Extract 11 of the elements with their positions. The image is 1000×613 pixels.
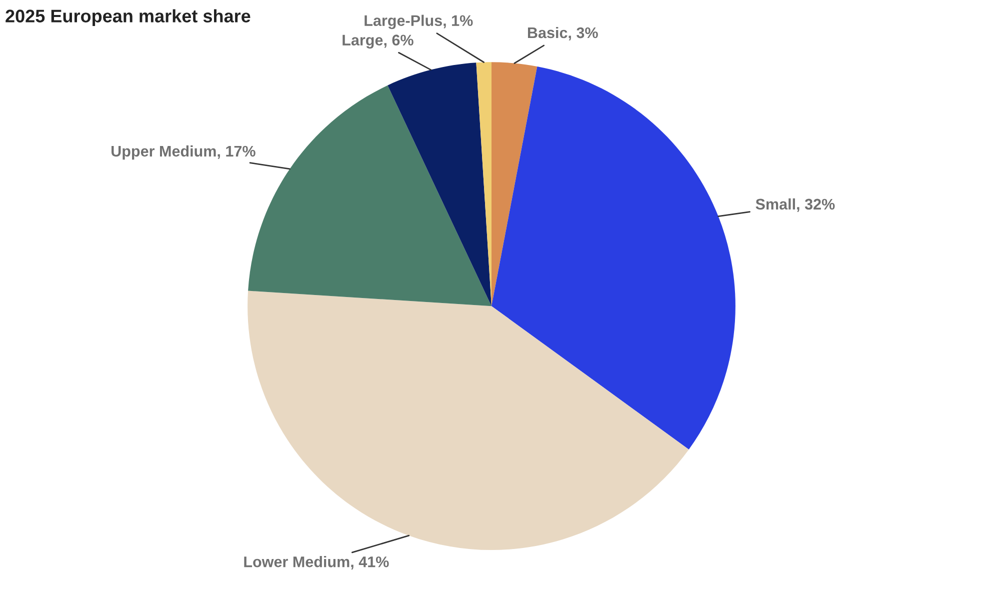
slice-label: Basic, 3%	[528, 26, 598, 40]
slice-label: Large, 6%	[342, 34, 414, 49]
slice-label: Large-Plus, 1%	[364, 14, 473, 30]
slice-label: Lower Medium, 41%	[244, 556, 389, 570]
slice-label: Small, 32%	[756, 198, 835, 212]
pie-slice	[492, 62, 538, 306]
chart-title: 2025 European market share	[6, 9, 250, 26]
pie-slice	[492, 66, 736, 450]
pie-slice	[388, 62, 492, 306]
pie-slice	[248, 290, 689, 550]
slice-label: Upper Medium, 17%	[112, 145, 256, 160]
